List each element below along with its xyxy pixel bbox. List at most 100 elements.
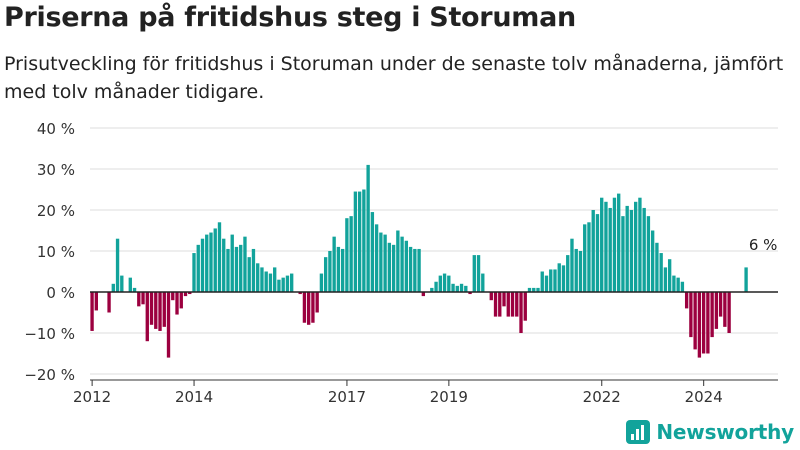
bar — [634, 201, 638, 292]
y-tick-label: 40 % — [37, 120, 75, 138]
bar — [417, 248, 421, 292]
bar — [676, 277, 680, 292]
bar — [328, 251, 332, 292]
x-tick-label: 2012 — [73, 388, 111, 406]
annotation-layer: 6 % — [749, 236, 778, 254]
bar — [680, 281, 685, 292]
bar — [315, 292, 319, 313]
chart-title: Priserna på fritidshus steg i Storuman — [4, 2, 576, 33]
bar — [455, 285, 459, 292]
bar — [132, 287, 137, 292]
bar — [468, 292, 472, 295]
grid-lines — [90, 127, 778, 375]
bar — [94, 292, 98, 311]
y-tick-label: 0 % — [46, 284, 75, 302]
bar — [247, 257, 251, 292]
bar — [489, 292, 493, 301]
bar — [336, 246, 341, 292]
bar — [90, 292, 94, 331]
bar — [171, 292, 175, 301]
bar — [111, 283, 115, 292]
bar — [557, 263, 561, 292]
newsworthy-logo-icon — [626, 420, 651, 444]
y-tick-label: 10 % — [37, 243, 75, 261]
bar — [718, 292, 723, 317]
bar — [362, 189, 366, 292]
bar — [183, 292, 188, 297]
bar — [370, 212, 375, 292]
bar — [502, 292, 506, 307]
y-tick-label: 30 % — [37, 161, 75, 179]
bar — [243, 236, 247, 292]
x-tick-label: 2014 — [175, 388, 213, 406]
bar — [413, 248, 417, 292]
bar — [553, 269, 557, 292]
bar — [570, 238, 574, 292]
bar — [200, 238, 205, 292]
bar — [544, 275, 549, 292]
x-tick-label: 2017 — [328, 388, 366, 406]
bar — [319, 273, 324, 292]
bar — [472, 255, 476, 292]
bar — [115, 238, 120, 292]
bar — [302, 292, 307, 323]
bar — [667, 259, 672, 292]
bar — [663, 267, 668, 292]
bar — [574, 248, 578, 292]
bar — [260, 267, 264, 292]
bar — [532, 287, 536, 292]
bar — [387, 242, 392, 292]
bar — [604, 201, 608, 292]
bar — [493, 292, 498, 317]
bar — [693, 292, 697, 350]
bar — [540, 271, 544, 292]
bar — [222, 238, 226, 292]
bar — [684, 292, 689, 309]
bar — [515, 292, 519, 317]
bar — [621, 216, 625, 292]
bar — [192, 253, 196, 292]
bar — [332, 236, 336, 292]
bar — [430, 287, 434, 292]
bar — [251, 248, 256, 292]
bar — [583, 224, 587, 292]
bar — [701, 292, 706, 354]
x-tick-label: 2019 — [430, 388, 468, 406]
bars — [90, 164, 748, 358]
bar — [226, 248, 230, 292]
bar — [196, 244, 200, 292]
bar — [723, 292, 727, 327]
bar — [600, 197, 604, 292]
y-axis-ticks: 40 % 30 % 20 % 10 % 0 % −10 % −20 % — [24, 120, 75, 384]
bar — [273, 267, 277, 292]
bar — [459, 283, 464, 292]
y-tick-label: −10 % — [24, 325, 75, 343]
bar — [120, 275, 124, 292]
bar — [323, 257, 328, 292]
bar — [638, 197, 642, 292]
bar — [290, 273, 294, 292]
bar — [646, 216, 651, 292]
bar — [587, 222, 591, 292]
bar — [374, 224, 379, 292]
bar — [408, 246, 413, 292]
bar — [655, 242, 659, 292]
bar — [476, 255, 481, 292]
bar — [510, 292, 515, 317]
bar — [256, 263, 260, 292]
bar — [145, 292, 149, 342]
x-axis: 2012 2014 2017 2019 2022 2024 — [73, 379, 778, 406]
bar — [128, 277, 132, 292]
chart-subtitle: Prisutveckling för fritidshus i Storuman… — [4, 53, 784, 103]
bar — [617, 193, 621, 292]
bar — [608, 207, 612, 292]
bar — [498, 292, 502, 317]
bar — [527, 287, 532, 292]
bar — [175, 292, 179, 315]
y-tick-label: −20 % — [24, 366, 75, 384]
bar — [566, 255, 570, 292]
bar — [727, 292, 731, 333]
y-tick-label: 20 % — [37, 202, 75, 220]
bar — [209, 232, 213, 292]
